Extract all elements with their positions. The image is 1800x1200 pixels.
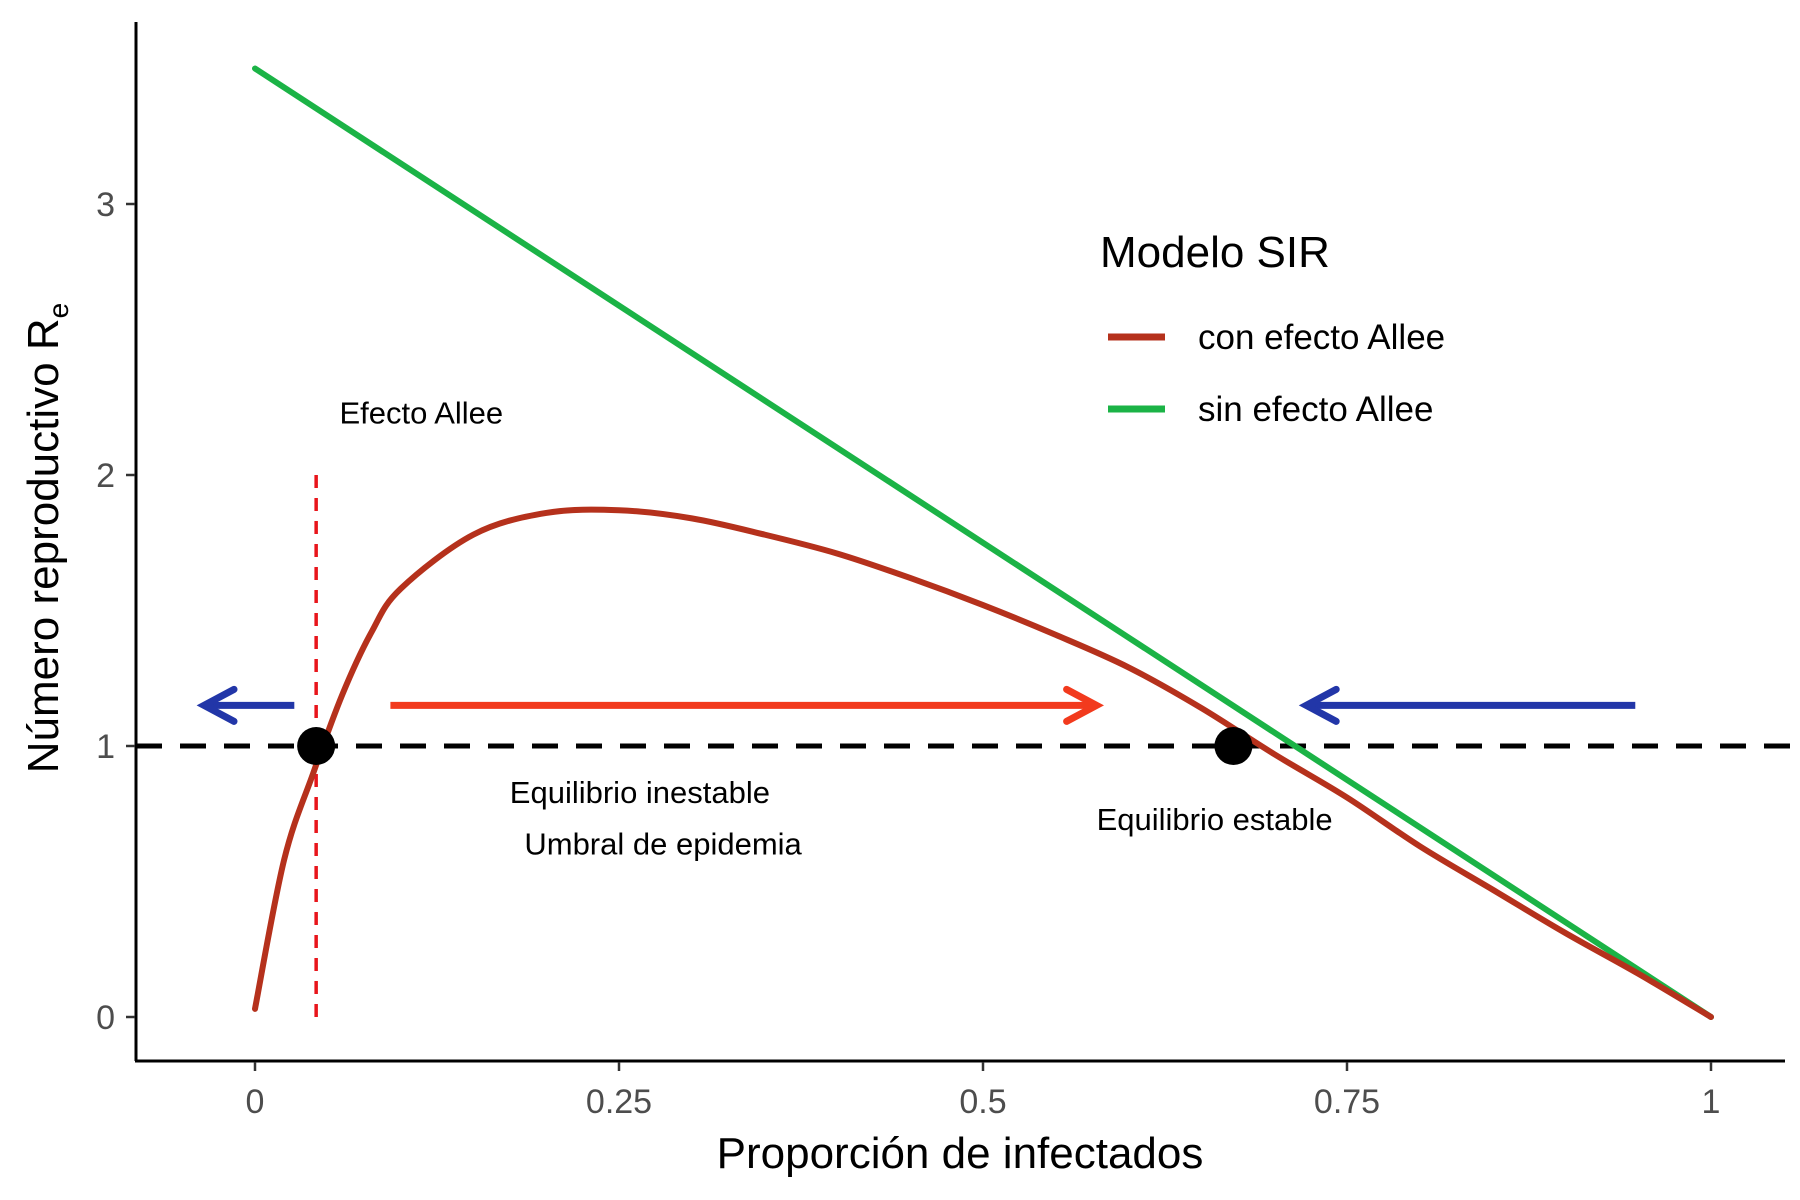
legend-label-con-efecto-allee: con efecto Allee: [1198, 318, 1445, 357]
x-axis-ticks: 0 0.25 0.5 0.75 1: [246, 1062, 1721, 1121]
x-tick-label: 0.25: [586, 1083, 652, 1121]
annotation-layer: Efecto Allee Equilibrio inestable Umbral d…: [196, 396, 1636, 861]
legend-label-sin-efecto-allee: sin efecto Allee: [1198, 390, 1433, 429]
annotation-equilibrio-estable: Equilibrio estable: [1097, 802, 1333, 837]
series-line-sin-efecto-allee: [252, 65, 1714, 1020]
direction-arrow-1: [196, 685, 295, 725]
y-axis-title: Número reproductivo Re: [19, 303, 74, 773]
y-tick-label: 0: [96, 999, 115, 1037]
x-tick-label: 0.75: [1314, 1083, 1380, 1121]
series-line-con-efecto-allee: [252, 506, 1714, 1020]
unstable-equilibrium-point: [297, 727, 336, 765]
y-tick-label: 2: [96, 457, 115, 495]
annotation-umbral-de-epidemia: Umbral de epidemia: [524, 826, 802, 861]
legend-title: Modelo SIR: [1100, 228, 1330, 277]
y-axis-title-subscript: e: [43, 303, 74, 319]
y-tick-label: 1: [96, 728, 115, 766]
x-tick-label: 1: [1702, 1083, 1721, 1121]
stable-equilibrium-point: [1214, 727, 1253, 765]
x-tick-label: 0.5: [959, 1083, 1006, 1121]
annotation-equilibrio-inestable: Equilibrio inestable: [510, 775, 770, 810]
y-axis-title-main: Número reproductivo R: [19, 318, 68, 773]
legend: Modelo SIR con efecto Allee sin efecto A…: [1100, 228, 1445, 429]
direction-arrow-3: [1298, 685, 1636, 725]
annotation-efecto-allee: Efecto Allee: [339, 396, 503, 431]
y-tick-label: 3: [96, 186, 115, 224]
plot-area: [136, 65, 1790, 1020]
x-axis-title: Proporción de infectados: [717, 1129, 1204, 1178]
y-axis-ticks: 0 1 2 3: [96, 186, 135, 1037]
x-tick-label: 0: [246, 1083, 265, 1121]
direction-arrow-2: [390, 685, 1105, 725]
